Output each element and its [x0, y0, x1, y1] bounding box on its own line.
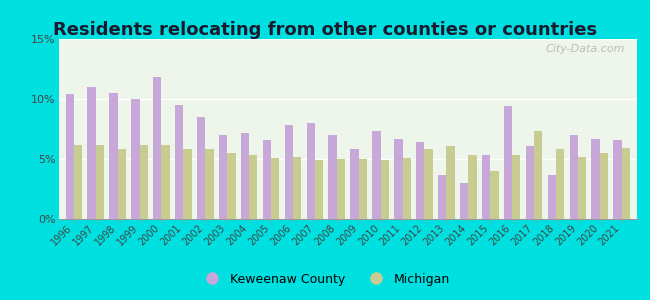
Bar [569, 135, 578, 219]
Bar [205, 149, 214, 219]
Bar [315, 160, 323, 219]
Bar [534, 131, 542, 219]
Bar [285, 125, 293, 219]
Bar [96, 145, 104, 219]
Bar [140, 145, 148, 219]
Bar [109, 93, 118, 219]
Bar [66, 94, 74, 219]
Bar [227, 153, 235, 219]
Bar [394, 139, 402, 219]
Bar [183, 149, 192, 219]
Bar [372, 131, 381, 219]
Text: Residents relocating from other counties or countries: Residents relocating from other counties… [53, 21, 597, 39]
Bar [381, 160, 389, 219]
Bar [526, 146, 534, 219]
Bar [219, 135, 227, 219]
Bar [118, 149, 126, 219]
Bar [402, 158, 411, 219]
Bar [600, 153, 608, 219]
Bar [468, 155, 476, 219]
Bar [556, 149, 564, 219]
Bar [350, 149, 359, 219]
Bar [547, 175, 556, 219]
Bar [74, 145, 82, 219]
Bar [424, 149, 433, 219]
Bar [271, 158, 280, 219]
Bar [307, 123, 315, 219]
Bar [504, 106, 512, 219]
Bar [482, 155, 490, 219]
Bar [490, 171, 499, 219]
Bar [131, 99, 140, 219]
Bar [240, 133, 249, 219]
Bar [614, 140, 621, 219]
Bar [263, 140, 271, 219]
Bar [512, 155, 521, 219]
Bar [197, 117, 205, 219]
Bar [328, 135, 337, 219]
Bar [87, 87, 96, 219]
Text: City-Data.com: City-Data.com [546, 44, 625, 54]
Bar [153, 77, 161, 219]
Bar [592, 139, 600, 219]
Legend: Keweenaw County, Michigan: Keweenaw County, Michigan [195, 268, 455, 291]
Bar [249, 155, 257, 219]
Bar [438, 175, 447, 219]
Bar [621, 148, 630, 219]
Bar [447, 146, 455, 219]
Bar [416, 142, 424, 219]
Bar [578, 157, 586, 219]
Bar [175, 105, 183, 219]
Bar [293, 157, 302, 219]
Bar [460, 183, 468, 219]
Bar [337, 159, 345, 219]
Bar [359, 159, 367, 219]
Bar [161, 145, 170, 219]
